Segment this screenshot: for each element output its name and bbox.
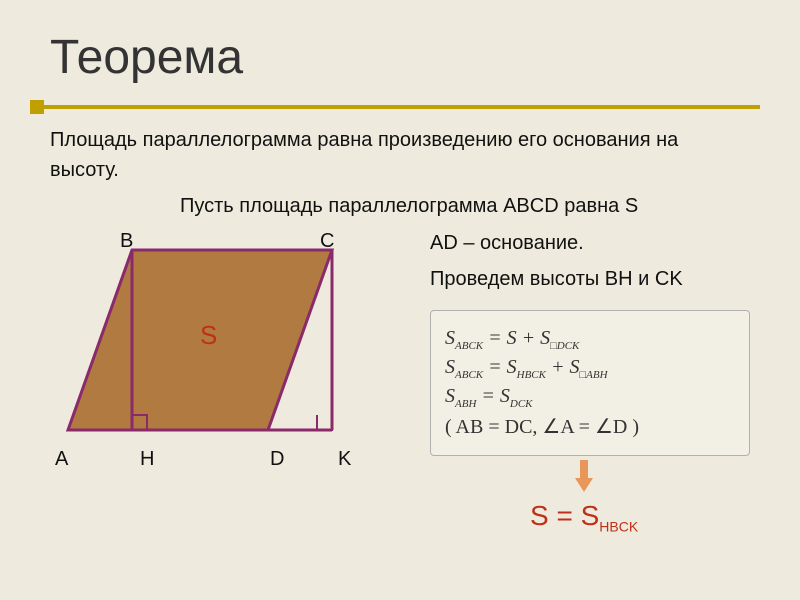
- vertex-k: K: [338, 448, 351, 471]
- math-box: SABCK = S + S□DCK SABCK = SHBCK + S□ABH …: [430, 310, 750, 456]
- math-line-1: SABCK = S + S□DCK: [445, 327, 735, 352]
- arrow-down-icon: [575, 460, 593, 492]
- parallelogram-diagram: [50, 235, 400, 465]
- vertex-b: B: [120, 230, 133, 253]
- ad-base-text: AD – основание.: [430, 232, 584, 255]
- math-line-2: SABCK = SHBCK + S□ABH: [445, 356, 735, 381]
- vertex-h: H: [140, 448, 154, 471]
- vertex-d: D: [270, 448, 284, 471]
- area-s-label: S: [200, 320, 217, 351]
- slide-title: Теорема: [50, 30, 243, 85]
- heights-text: Проведем высоты BH и CK: [430, 268, 683, 291]
- accent-line: [40, 105, 760, 109]
- result-formula: S = SHBCK: [530, 500, 638, 535]
- let-text: Пусть площадь параллелограмма ABCD равна…: [180, 195, 638, 218]
- math-line-3: SABH = SDCK: [445, 385, 735, 410]
- vertex-c: C: [320, 230, 334, 253]
- math-line-4: ( AB = DC, ∠A = ∠D ): [445, 414, 735, 439]
- theorem-statement: Площадь параллелограмма равна произведен…: [50, 125, 750, 185]
- vertex-a: A: [55, 448, 68, 471]
